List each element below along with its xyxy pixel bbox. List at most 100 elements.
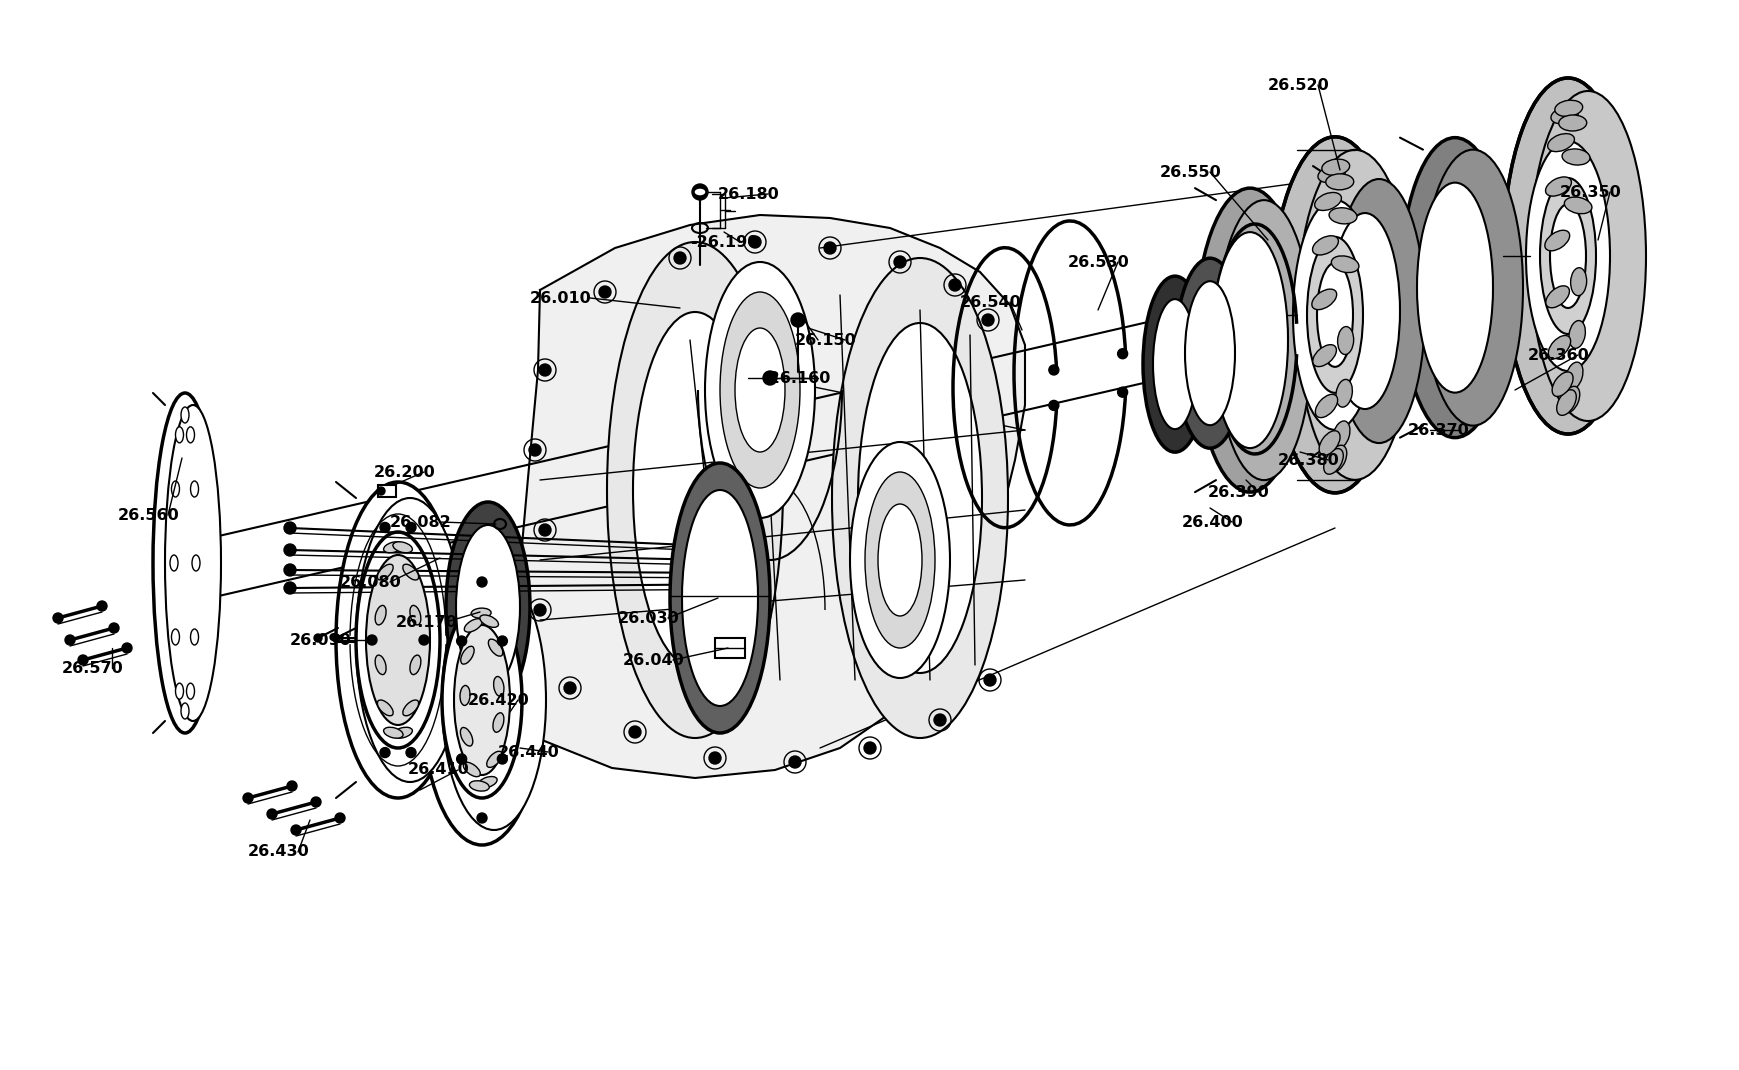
Ellipse shape [1311, 345, 1336, 367]
Text: 26.360: 26.360 [1527, 348, 1589, 363]
Circle shape [379, 522, 390, 533]
Text: 26.090: 26.090 [290, 632, 351, 647]
Circle shape [290, 825, 301, 835]
Circle shape [283, 582, 296, 594]
Ellipse shape [471, 608, 490, 618]
Ellipse shape [480, 615, 497, 627]
Ellipse shape [442, 602, 522, 798]
Ellipse shape [456, 525, 520, 689]
Circle shape [534, 603, 546, 616]
Circle shape [336, 813, 344, 823]
Circle shape [539, 524, 551, 536]
Ellipse shape [1555, 101, 1582, 117]
Ellipse shape [1327, 445, 1346, 472]
Ellipse shape [1556, 389, 1576, 415]
Ellipse shape [1216, 200, 1311, 480]
Ellipse shape [470, 781, 489, 791]
Text: 26.180: 26.180 [718, 186, 779, 201]
Ellipse shape [489, 639, 503, 656]
Ellipse shape [176, 683, 183, 699]
Text: 26.550: 26.550 [1160, 165, 1221, 180]
Ellipse shape [1423, 150, 1522, 426]
Ellipse shape [607, 242, 783, 738]
Ellipse shape [831, 258, 1007, 738]
Ellipse shape [1565, 362, 1582, 389]
Circle shape [529, 444, 541, 456]
Ellipse shape [1337, 326, 1353, 354]
Ellipse shape [1316, 263, 1353, 367]
Circle shape [791, 314, 805, 327]
Ellipse shape [410, 606, 421, 625]
Ellipse shape [1544, 230, 1569, 250]
Ellipse shape [492, 713, 504, 732]
Ellipse shape [1311, 289, 1336, 309]
Ellipse shape [1544, 177, 1570, 196]
Text: 26.560: 26.560 [118, 507, 179, 522]
Ellipse shape [1311, 235, 1337, 255]
Circle shape [864, 742, 875, 754]
Circle shape [476, 813, 487, 823]
Text: 26.082: 26.082 [390, 515, 452, 530]
Ellipse shape [190, 629, 198, 645]
Ellipse shape [377, 700, 393, 716]
Ellipse shape [181, 407, 190, 423]
Ellipse shape [1269, 137, 1400, 493]
Circle shape [78, 655, 89, 664]
Ellipse shape [172, 629, 179, 645]
Ellipse shape [1322, 159, 1349, 175]
Circle shape [283, 544, 296, 556]
Ellipse shape [487, 751, 503, 767]
Circle shape [367, 635, 377, 645]
Circle shape [476, 577, 487, 587]
Ellipse shape [1563, 197, 1591, 214]
Ellipse shape [1329, 213, 1400, 409]
Ellipse shape [1570, 268, 1586, 295]
Ellipse shape [186, 427, 195, 443]
Text: 26.150: 26.150 [795, 333, 856, 348]
Ellipse shape [878, 504, 922, 616]
Circle shape [753, 578, 765, 590]
Ellipse shape [1400, 138, 1509, 438]
Text: 26.530: 26.530 [1068, 255, 1129, 270]
Polygon shape [520, 215, 1024, 778]
Ellipse shape [442, 570, 546, 830]
Circle shape [763, 371, 777, 385]
Circle shape [563, 682, 576, 694]
Ellipse shape [186, 683, 195, 699]
Text: 26.390: 26.390 [1207, 485, 1269, 500]
Ellipse shape [376, 606, 386, 625]
Ellipse shape [377, 564, 393, 580]
Text: 26.540: 26.540 [960, 294, 1021, 309]
Circle shape [753, 555, 765, 567]
Circle shape [283, 522, 296, 534]
Ellipse shape [1330, 256, 1358, 273]
Ellipse shape [1174, 258, 1245, 448]
FancyBboxPatch shape [377, 485, 396, 496]
Circle shape [628, 727, 640, 738]
Ellipse shape [445, 502, 530, 712]
Ellipse shape [1560, 386, 1579, 413]
Circle shape [692, 184, 708, 200]
Ellipse shape [734, 328, 784, 452]
Ellipse shape [864, 472, 934, 648]
Ellipse shape [1316, 166, 1344, 183]
Text: 26.570: 26.570 [63, 660, 123, 675]
Circle shape [311, 797, 320, 807]
Ellipse shape [1416, 183, 1492, 393]
Ellipse shape [423, 555, 541, 845]
Circle shape [52, 613, 63, 623]
Ellipse shape [704, 262, 814, 518]
Ellipse shape [1562, 149, 1589, 165]
Ellipse shape [1329, 208, 1356, 224]
Text: 26.430: 26.430 [249, 844, 310, 859]
Ellipse shape [365, 555, 430, 725]
Ellipse shape [356, 532, 440, 748]
Ellipse shape [1184, 281, 1235, 425]
Ellipse shape [1502, 78, 1633, 434]
Ellipse shape [393, 541, 412, 553]
Ellipse shape [1525, 141, 1609, 371]
Ellipse shape [1296, 150, 1412, 479]
Ellipse shape [459, 686, 470, 705]
Text: 26.410: 26.410 [407, 763, 470, 778]
Ellipse shape [461, 728, 473, 746]
